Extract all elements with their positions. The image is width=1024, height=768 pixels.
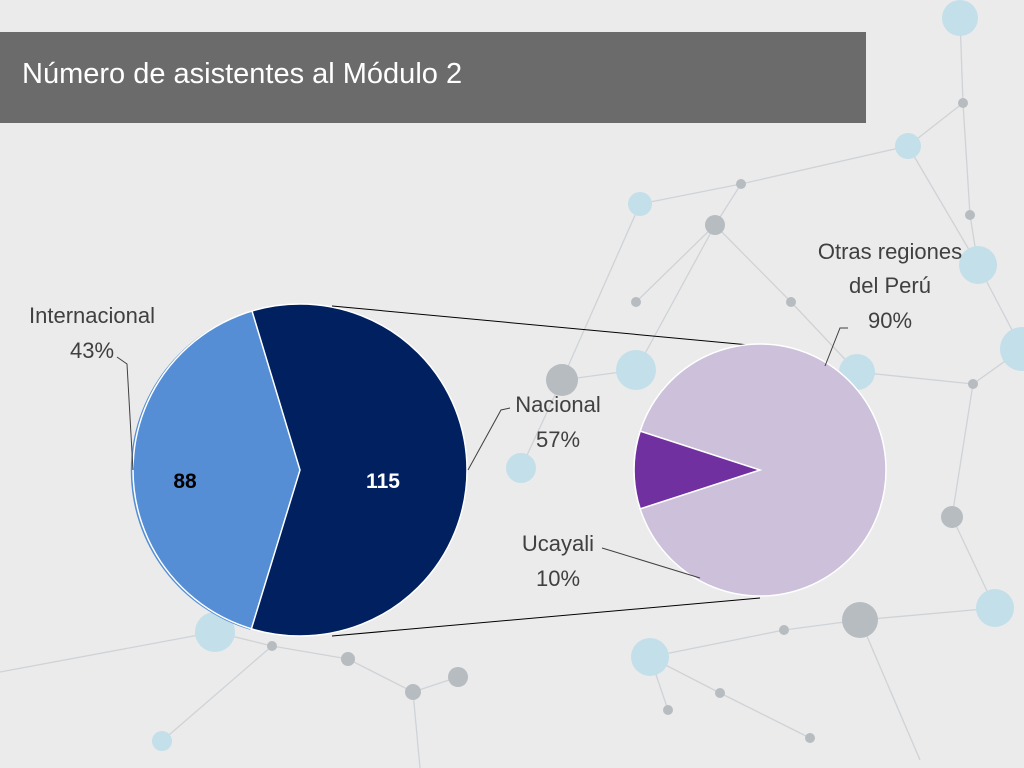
data-label-percent-ucayali: 10% bbox=[536, 566, 580, 591]
connector-line-bottom bbox=[331, 597, 761, 637]
pie-slice-divider bbox=[250, 310, 301, 631]
leader-line-nacional bbox=[467, 407, 511, 471]
data-label-percent-internacional: 43% bbox=[70, 338, 114, 363]
leader-line-otras-regiones bbox=[824, 327, 848, 367]
connector-lines bbox=[331, 305, 761, 637]
data-label-name-internacional: Internacional bbox=[29, 303, 155, 328]
data-labels: 88 115 Internacional 43% Nacional 57% Otras re… bbox=[29, 239, 962, 591]
data-label-percent-otras-regiones-del-peru: 90% bbox=[868, 308, 912, 333]
data-label-name-otras-regiones-del-peru-line-2: del Perú bbox=[849, 273, 931, 298]
data-label-name-nacional: Nacional bbox=[515, 392, 601, 417]
leader-lines bbox=[116, 327, 848, 579]
page-title: Número de asistentes al Módulo 2 bbox=[22, 58, 463, 90]
data-label-name-ucayali: Ucayali bbox=[522, 531, 594, 556]
title-bar: Número de asistentes al Módulo 2 bbox=[0, 32, 866, 123]
connector-line-top bbox=[331, 305, 761, 347]
data-label-percent-nacional: 57% bbox=[536, 427, 580, 452]
secondary-pie bbox=[633, 343, 887, 597]
pie-slice-internacional bbox=[130, 311, 300, 630]
main-pie bbox=[130, 303, 468, 637]
pie-slice-ucayali bbox=[633, 430, 763, 510]
data-label-value-nacional: 115 bbox=[366, 470, 400, 493]
leader-line-internacional bbox=[116, 356, 134, 471]
data-label-name-otras-regiones-del-peru-line-1: Otras regiones bbox=[818, 239, 962, 264]
data-label-value-internacional: 88 bbox=[173, 470, 197, 493]
leader-line-ucayali bbox=[601, 547, 701, 579]
